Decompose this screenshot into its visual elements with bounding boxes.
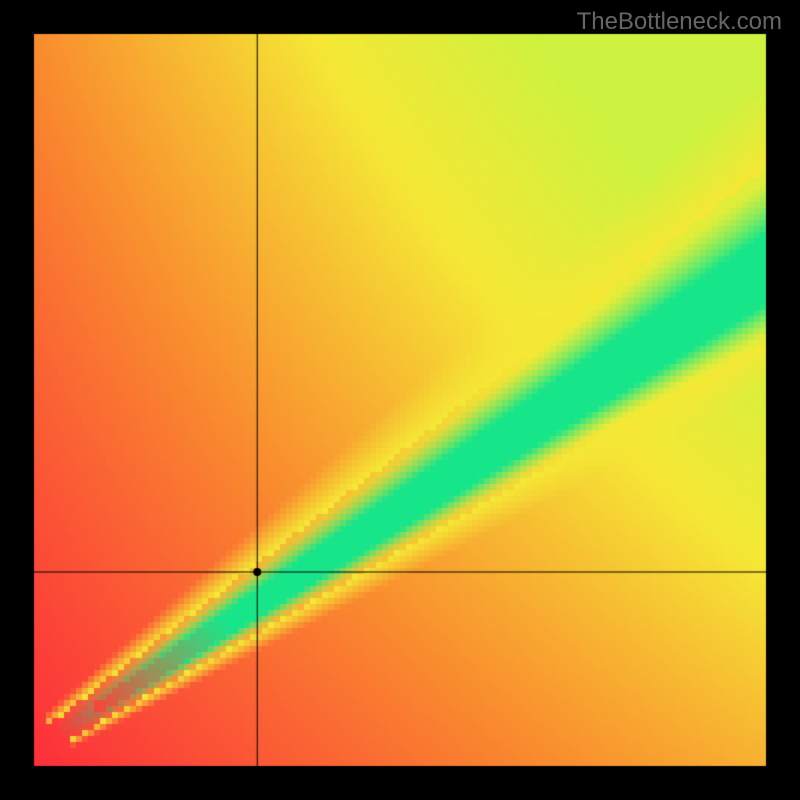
chart-container: TheBottleneck.com <box>0 0 800 800</box>
watermark-text: TheBottleneck.com <box>577 8 782 36</box>
heatmap-canvas <box>0 0 800 800</box>
